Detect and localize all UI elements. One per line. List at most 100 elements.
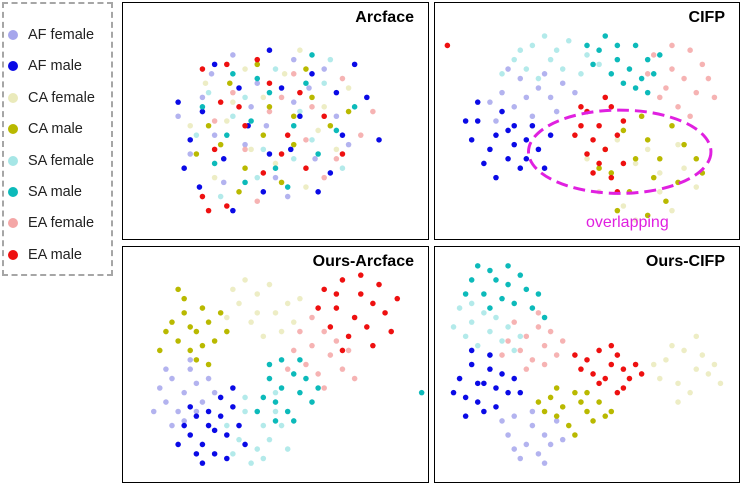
point-ca-male	[181, 295, 187, 302]
point-af-female	[499, 418, 505, 424]
point-sa-female	[284, 446, 291, 452]
point-ea-female	[535, 324, 542, 330]
point-sa-male	[487, 267, 493, 274]
point-ca-male	[181, 310, 187, 316]
point-ea-female	[327, 352, 334, 358]
point-af-female	[242, 141, 248, 148]
point-af-female	[169, 375, 175, 382]
point-sa-female	[254, 174, 261, 181]
point-af-male	[481, 380, 487, 387]
point-ca-female	[614, 137, 621, 143]
point-ea-female	[333, 156, 340, 162]
point-ea-female	[309, 342, 315, 349]
point-ca-female	[693, 184, 700, 190]
point-af-male	[193, 413, 200, 419]
point-sa-female	[468, 300, 475, 307]
point-ca-female	[699, 352, 706, 358]
point-af-female	[529, 408, 536, 415]
point-sa-male	[535, 291, 542, 297]
point-ca-female	[584, 156, 590, 162]
point-af-male	[487, 146, 493, 153]
point-ca-male	[169, 319, 175, 325]
point-ea-female	[297, 328, 303, 335]
point-af-male	[481, 408, 487, 415]
point-sa-female	[236, 436, 242, 443]
point-ca-female	[230, 286, 236, 293]
point-af-female	[284, 193, 291, 200]
point-ca-female	[687, 389, 693, 396]
point-ca-male	[644, 137, 651, 143]
point-ea-female	[547, 328, 554, 335]
point-ea-female	[321, 385, 327, 391]
point-ea-female	[553, 352, 560, 358]
point-ca-male	[572, 389, 578, 396]
point-sa-male	[632, 85, 639, 91]
point-af-female	[541, 71, 548, 77]
point-af-male	[333, 89, 340, 96]
point-af-female	[163, 366, 169, 372]
point-af-male	[517, 165, 524, 171]
point-sa-male	[657, 52, 663, 58]
point-ea-female	[541, 361, 548, 368]
point-af-male	[523, 137, 530, 143]
point-ea-female	[351, 375, 358, 382]
point-ca-female	[248, 319, 254, 325]
point-af-male	[462, 394, 469, 401]
point-af-male	[211, 451, 218, 457]
point-sa-female	[266, 436, 273, 443]
point-ca-female	[281, 71, 288, 77]
overlap-ellipse	[527, 108, 713, 195]
point-ea-male	[388, 328, 394, 335]
point-af-female	[199, 399, 206, 405]
point-af-male	[327, 170, 334, 176]
point-ea-female	[211, 118, 218, 124]
point-ca-male	[590, 418, 596, 424]
point-sa-male	[487, 305, 493, 311]
point-af-male	[474, 118, 481, 124]
point-af-female	[290, 56, 297, 63]
point-sa-female	[224, 422, 230, 429]
point-af-male	[523, 156, 530, 162]
point-af-male	[187, 404, 194, 410]
point-ca-female	[675, 380, 681, 387]
point-af-male	[230, 385, 236, 391]
point-ea-female	[650, 52, 657, 58]
point-sa-male	[474, 263, 481, 269]
point-af-male	[187, 432, 194, 438]
point-ea-male	[303, 165, 309, 171]
point-sa-female	[327, 56, 334, 63]
point-ca-female	[224, 118, 230, 124]
point-ea-male	[578, 366, 584, 372]
point-af-male	[205, 408, 212, 415]
point-sa-female	[547, 56, 554, 63]
point-ea-male	[351, 314, 358, 321]
point-af-male	[199, 108, 206, 115]
point-sa-male	[351, 104, 358, 110]
point-sa-male	[242, 179, 248, 186]
point-ca-male	[205, 319, 212, 325]
point-af-female	[553, 418, 560, 424]
point-sa-female	[499, 338, 505, 344]
point-ea-male	[584, 151, 590, 157]
point-af-male	[339, 132, 346, 138]
point-ea-male	[284, 132, 291, 138]
point-ca-female	[632, 160, 639, 167]
point-sa-male	[632, 42, 639, 49]
point-ca-female	[632, 217, 639, 223]
point-ea-male	[584, 357, 590, 363]
point-ea-female	[669, 66, 675, 72]
point-ea-female	[309, 104, 315, 110]
point-ca-female	[297, 295, 303, 302]
point-sa-male	[481, 291, 487, 297]
point-af-male	[505, 127, 511, 134]
point-ea-female	[687, 47, 693, 53]
point-af-male	[224, 432, 230, 438]
point-sa-female	[230, 113, 236, 120]
point-af-male	[230, 207, 236, 214]
point-ca-female	[278, 328, 285, 335]
point-af-female	[208, 71, 215, 77]
point-ea-male	[266, 80, 273, 86]
point-ca-male	[175, 286, 181, 293]
point-af-female	[523, 441, 530, 448]
point-ca-female	[663, 357, 669, 363]
